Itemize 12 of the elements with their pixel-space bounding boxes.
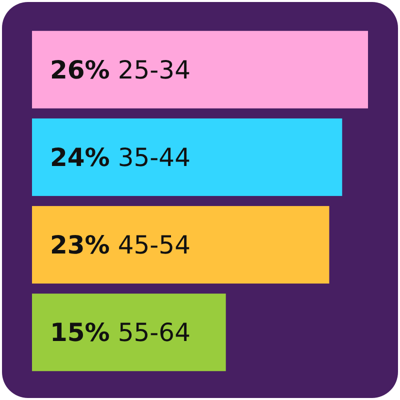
bar: [32, 206, 330, 284]
data-label: 23%: [50, 230, 110, 260]
data-label: 15%: [50, 318, 110, 348]
bar: [32, 118, 342, 196]
data-label: 26%: [50, 55, 110, 84]
y-tick-label: 35-44: [118, 142, 190, 172]
bar: [32, 294, 226, 372]
y-tick-label: 25-34: [118, 55, 190, 84]
data-label: 24%: [50, 142, 110, 172]
bar: [32, 30, 368, 108]
y-tick-label: 45-54: [118, 230, 190, 260]
y-tick-label: 55-64: [118, 318, 190, 348]
